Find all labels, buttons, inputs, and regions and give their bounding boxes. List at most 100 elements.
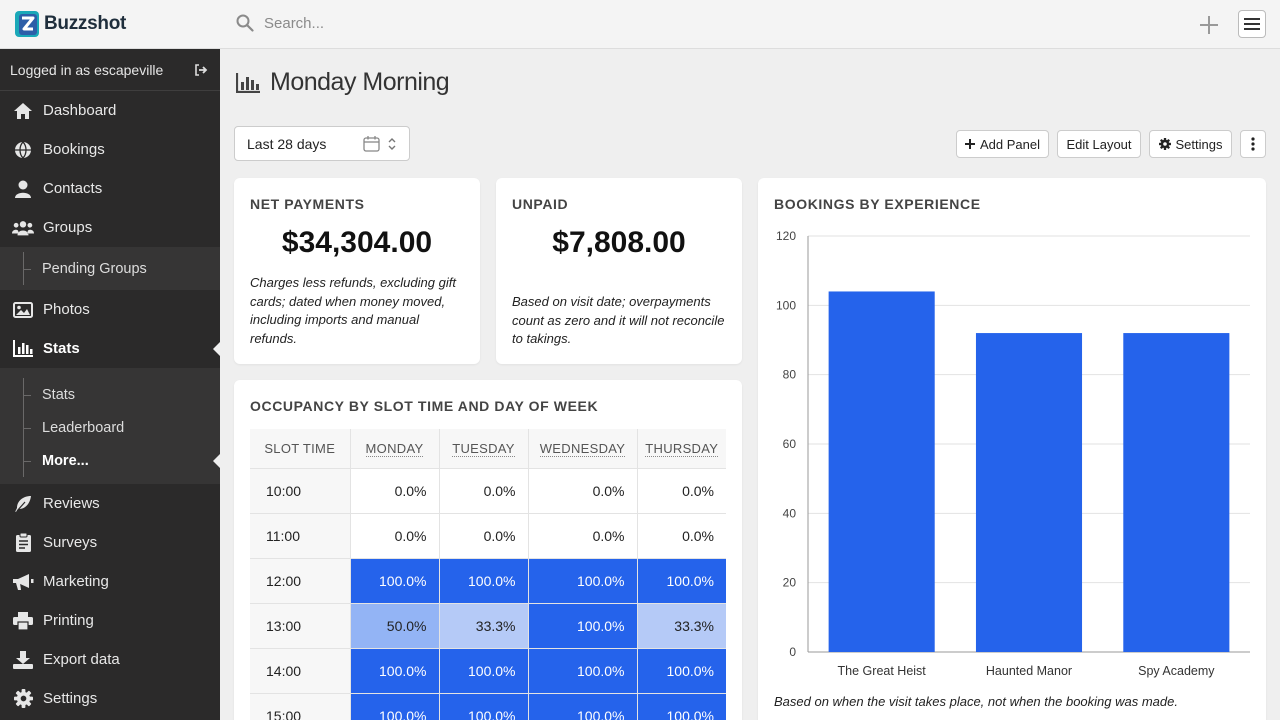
column-header[interactable]: TUESDAY: [439, 429, 529, 469]
sidebar-item-label: Stats: [43, 340, 80, 357]
more-options-button[interactable]: [1240, 130, 1266, 158]
bar[interactable]: [1123, 333, 1230, 652]
logout-icon[interactable]: [194, 63, 208, 76]
occupancy-cell: 100.0%: [350, 693, 440, 720]
y-tick-label: 20: [783, 576, 797, 590]
sidebar-item-settings[interactable]: Settings: [0, 679, 220, 718]
occupancy-cell: 100.0%: [528, 558, 638, 604]
add-button[interactable]: [1196, 12, 1222, 38]
login-text: Logged in as escapeville: [10, 61, 164, 78]
occupancy-panel: OCCUPANCY BY SLOT TIME AND DAY OF WEEK S…: [234, 380, 742, 720]
globe-icon: [12, 140, 34, 160]
slot-time-cell: 11:00: [250, 513, 351, 559]
sidebar-item-label: Surveys: [43, 534, 98, 551]
sidebar-item-label: Settings: [43, 690, 98, 707]
sidebar-item-label: Photos: [43, 301, 90, 318]
occupancy-cell: 0.0%: [528, 513, 638, 559]
net-payments-value: $34,304.00: [281, 226, 433, 259]
bar[interactable]: [828, 291, 935, 652]
plus-icon: [1200, 16, 1218, 34]
unpaid-panel: UNPAID $7,808.00 Based on visit date; ov…: [496, 178, 742, 364]
sidebar-item-more[interactable]: More...: [0, 444, 220, 477]
y-tick-label: 0: [789, 645, 796, 659]
column-header: SLOT TIME: [250, 429, 351, 469]
app-logo[interactable]: Buzzshot: [14, 9, 126, 39]
settings-label: Settings: [1175, 136, 1223, 152]
sidebar-item-bookings[interactable]: Bookings: [0, 130, 220, 169]
login-status: Logged in as escapeville: [0, 49, 220, 91]
occupancy-cell: 100.0%: [528, 693, 638, 720]
sidebar-item-label: Marketing: [43, 573, 109, 590]
users-icon: [12, 218, 34, 238]
sidebar-item-marketing[interactable]: Marketing: [0, 562, 220, 601]
sidebar-item-pending-groups[interactable]: Pending Groups: [0, 252, 220, 285]
sidebar-item-label: Pending Groups: [42, 260, 147, 277]
table-header-row: SLOT TIME MONDAY TUESDAY WEDNESDAY THURS…: [250, 429, 726, 469]
bar[interactable]: [975, 333, 1083, 652]
home-icon: [12, 101, 34, 121]
sidebar-item-groups[interactable]: Groups: [0, 208, 220, 247]
occupancy-table: SLOT TIME MONDAY TUESDAY WEDNESDAY THURS…: [250, 429, 726, 720]
x-tick-label: Haunted Manor: [986, 664, 1072, 678]
page-title-text: Monday Morning: [270, 68, 450, 96]
sidebar-item-label: Printing: [43, 612, 94, 629]
sidebar-item-contacts[interactable]: Contacts: [0, 169, 220, 208]
bookings-bar-chart: 0 20 40 60 80 100 120 The Great Heist Haunted Ma…: [776, 229, 1250, 678]
occupancy-cell: 100.0%: [439, 648, 529, 694]
sidebar: Logged in as escapeville Dashboard Booki…: [0, 49, 220, 720]
table-row: 12:00 100.0% 100.0% 100.0% 100.0%: [250, 558, 726, 604]
panel-title: BOOKINGS BY EXPERIENCE: [774, 196, 981, 212]
y-tick-label: 60: [783, 437, 797, 451]
printer-icon: [12, 611, 34, 631]
gear-icon: [1158, 138, 1171, 150]
column-header[interactable]: THURSDAY: [637, 429, 726, 469]
column-header[interactable]: MONDAY: [350, 429, 440, 469]
sidebar-item-label: Leaderboard: [42, 419, 125, 436]
sidebar-item-dashboard[interactable]: Dashboard: [0, 91, 220, 130]
y-tick-label: 80: [783, 368, 797, 382]
sidebar-item-label: More...: [42, 452, 89, 469]
app-name: Buzzshot: [44, 13, 127, 34]
sidebar-item-stats[interactable]: Stats: [0, 329, 220, 368]
date-range-value: Last 28 days: [247, 135, 327, 152]
chart-note: Based on when the visit takes place, not…: [774, 694, 1178, 709]
occupancy-cell: 33.3%: [637, 603, 726, 649]
add-panel-label: Add Panel: [980, 136, 1040, 152]
date-range-select[interactable]: Last 28 days: [234, 126, 410, 161]
sidebar-item-label: Bookings: [43, 141, 105, 158]
occupancy-cell: 0.0%: [637, 513, 726, 559]
add-panel-button[interactable]: Add Panel: [956, 130, 1049, 158]
settings-button[interactable]: Settings: [1149, 130, 1232, 158]
sidebar-item-leaderboard[interactable]: Leaderboard: [0, 411, 220, 444]
edit-layout-button[interactable]: Edit Layout: [1057, 130, 1141, 158]
net-payments-panel: NET PAYMENTS $34,304.00 Charges less ref…: [234, 178, 480, 364]
y-tick-label: 100: [776, 298, 796, 312]
calendar-icon: [363, 136, 380, 152]
slot-time-cell: 14:00: [250, 648, 351, 694]
occupancy-cell: 100.0%: [439, 558, 529, 604]
top-bar: Buzzshot: [0, 0, 1280, 49]
search-input[interactable]: [264, 14, 664, 32]
main-menu-button[interactable]: [1238, 10, 1266, 38]
sidebar-item-stats-sub[interactable]: Stats: [0, 378, 220, 411]
y-tick-label: 40: [783, 506, 797, 520]
sidebar-item-surveys[interactable]: Surveys: [0, 523, 220, 562]
edit-layout-label: Edit Layout: [1066, 136, 1132, 152]
slot-time-cell: 12:00: [250, 558, 351, 604]
sidebar-item-photos[interactable]: Photos: [0, 290, 220, 329]
occupancy-cell: 100.0%: [637, 648, 726, 694]
bar-chart-icon: [236, 72, 260, 93]
vertical-dots-icon: [1251, 137, 1255, 151]
table-row: 11:00 0.0% 0.0% 0.0% 0.0%: [250, 513, 726, 559]
plus-icon: [965, 139, 975, 149]
search-bar: [236, 14, 664, 32]
page-title: Monday Morning: [236, 68, 450, 97]
feather-icon: [12, 494, 34, 514]
column-header[interactable]: WEDNESDAY: [528, 429, 638, 469]
sidebar-item-export-data[interactable]: Export data: [0, 640, 220, 679]
panel-note: Charges less refunds, excluding gift car…: [250, 275, 456, 346]
sidebar-item-printing[interactable]: Printing: [0, 601, 220, 640]
occupancy-cell: 0.0%: [350, 468, 440, 514]
sidebar-item-reviews[interactable]: Reviews: [0, 484, 220, 523]
groups-submenu: Pending Groups: [0, 247, 220, 290]
